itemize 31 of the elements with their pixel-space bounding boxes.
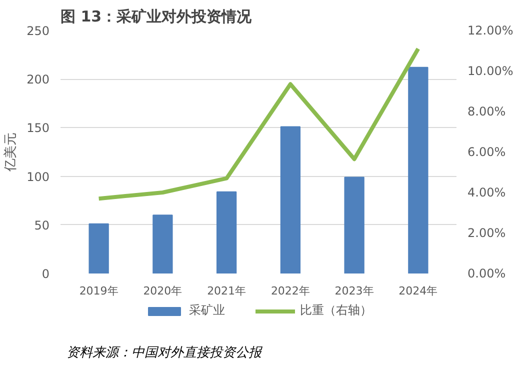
y2-tick-label: 4.00% [468,186,506,200]
bar [216,191,237,274]
bar [152,214,173,274]
legend-label: 比重（右轴） [300,302,372,319]
y2-tick-label: 12.00% [468,24,514,38]
y-axis-title: 亿美元 [2,132,19,172]
y-tick-label: 0 [42,267,50,281]
x-tick-label: 2019年 [79,284,118,298]
x-tick-label: 2022年 [270,284,310,298]
y-tick-label: 50 [34,218,50,232]
chart-title: 图 13：采矿业对外投资情况 [60,8,253,26]
y-tick-label: 100 [26,170,50,184]
x-tick-label: 2024年 [398,284,438,298]
y2-tick-label: 10.00% [468,64,514,78]
bar [344,176,364,274]
y2-tick-label: 8.00% [468,104,506,118]
bar [280,126,301,274]
y-tick-label: 200 [26,72,50,87]
text: 资料来源：中国对外直接投资公报 [66,346,264,360]
x-tick-label: 2020年 [143,284,182,298]
y-tick-label: 250 [26,24,50,38]
legend-label: 采矿业 [189,302,225,319]
y2-tick-label: 0.00% [468,266,506,280]
bar [408,66,428,274]
y2-tick-label: 2.00% [468,226,506,240]
y-tick-label: 150 [26,121,50,136]
x-tick-label: 2023年 [334,284,374,298]
line-series [96,46,420,201]
bar [88,223,109,274]
x-tick-label: 2021年 [207,284,246,298]
y2-tick-label: 6.00% [468,145,506,159]
